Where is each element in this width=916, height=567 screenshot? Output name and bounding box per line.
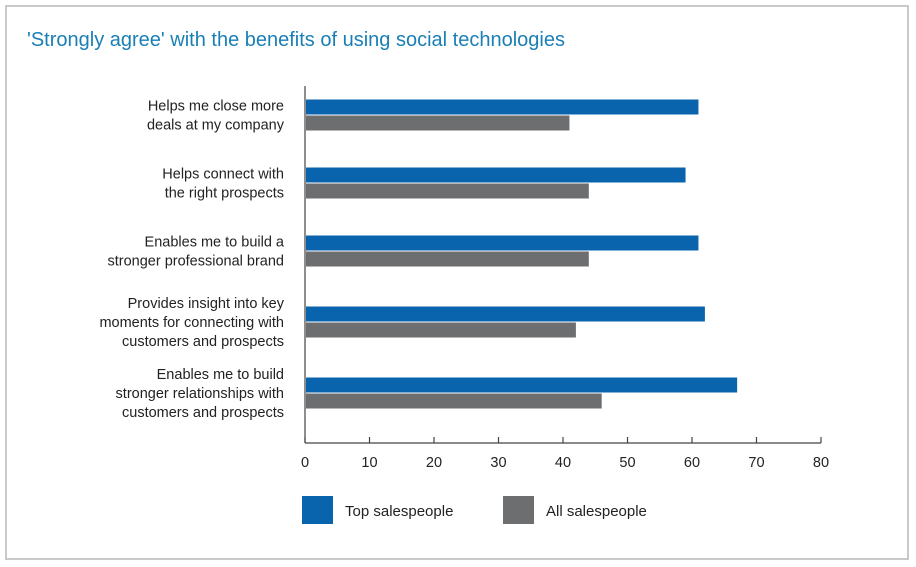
legend-label-0: Top salespeople	[345, 503, 453, 520]
x-tick-label: 70	[748, 455, 764, 471]
legend-swatch-1	[503, 496, 534, 524]
bar-all-0	[306, 115, 570, 131]
x-tick-label: 20	[426, 455, 442, 471]
chart-title: 'Strongly agree' with the benefits of us…	[27, 29, 565, 51]
category-label-line: customers and prospects	[122, 405, 284, 421]
category-label-line: the right prospects	[165, 186, 284, 202]
bar-top-1	[306, 167, 686, 183]
x-tick-label: 60	[684, 455, 700, 471]
x-tick-label: 80	[813, 455, 829, 471]
legend-label-1: All salespeople	[546, 503, 647, 520]
category-label: Helps me close more deals at my company	[147, 99, 285, 134]
bar-top-2	[306, 235, 699, 251]
legend: Top salespeople All salespeople	[302, 496, 647, 524]
bar-top-4	[306, 377, 738, 393]
x-tick-label: 30	[490, 455, 506, 471]
category-label-line: stronger relationships with	[116, 386, 284, 402]
bar-all-4	[306, 393, 602, 409]
x-tick-label: 10	[361, 455, 377, 471]
chart-frame	[5, 5, 909, 560]
bar-all-3	[306, 322, 576, 338]
category-label-line: Enables me to build a	[145, 235, 285, 251]
bar-all-1	[306, 183, 589, 199]
category-label: Enables me to build stronger relationship…	[116, 367, 284, 421]
category-label: Provides insight into key moments for con…	[99, 296, 284, 350]
category-label-line: deals at my company	[147, 118, 285, 134]
category-label-line: Helps me close more	[148, 99, 284, 115]
category-label: Helps connect with the right prospects	[162, 167, 284, 202]
bar-top-3	[306, 306, 705, 322]
category-label-line: Enables me to build	[157, 367, 284, 383]
category-labels: Helps me close more deals at my companyHe…	[99, 99, 284, 422]
x-axis-ticks: 0 10 20 30 40 50 60 70 80	[301, 437, 829, 471]
legend-swatch-0	[302, 496, 333, 524]
bar-top-0	[306, 99, 699, 115]
category-label: Enables me to build a stronger profession…	[107, 235, 284, 270]
category-label-line: Provides insight into key	[128, 296, 285, 312]
bars	[306, 99, 738, 409]
category-label-line: moments for connecting with	[99, 315, 284, 331]
bar-all-2	[306, 251, 589, 267]
category-label-line: customers and prospects	[122, 334, 284, 350]
x-tick-label: 40	[555, 455, 571, 471]
category-label-line: Helps connect with	[162, 167, 284, 183]
category-label-line: stronger professional brand	[107, 254, 284, 270]
x-tick-label: 0	[301, 455, 309, 471]
x-tick-label: 50	[619, 455, 635, 471]
